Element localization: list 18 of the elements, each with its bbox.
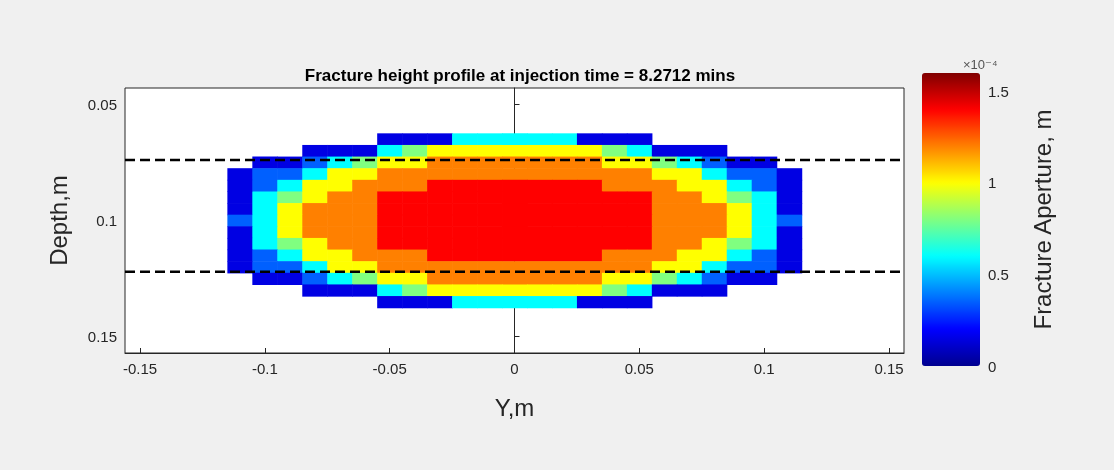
x-axis-title: Y,m: [494, 393, 535, 421]
color-bar-label: 1: [988, 174, 997, 192]
x-tick-label: 0.1: [753, 360, 775, 377]
color-bar-label: 0.5: [988, 265, 1009, 283]
x-tick-label: 0: [510, 360, 519, 377]
y-tick-label: 0.05: [87, 95, 117, 113]
color-bar-title: Fracture Aperture, m: [1028, 109, 1056, 330]
chart-title: Fracture height profile at injection time = 8.2712 mins: [304, 66, 736, 85]
x-tick-label: -0.05: [372, 360, 407, 377]
x-tick-label: -0.1: [251, 360, 278, 377]
x-tick-label: 0.05: [624, 360, 654, 377]
y-tick-label: 0.1: [96, 212, 117, 229]
color-bar-label: 1.5: [988, 82, 1009, 100]
text: ×10⁻⁴: [963, 57, 998, 72]
y-tick-label: 0.15: [87, 328, 117, 346]
y-axis-title: Depth,m: [44, 175, 72, 266]
x-tick-label: -0.15: [122, 360, 158, 377]
x-tick-label: 0.15: [874, 360, 904, 377]
